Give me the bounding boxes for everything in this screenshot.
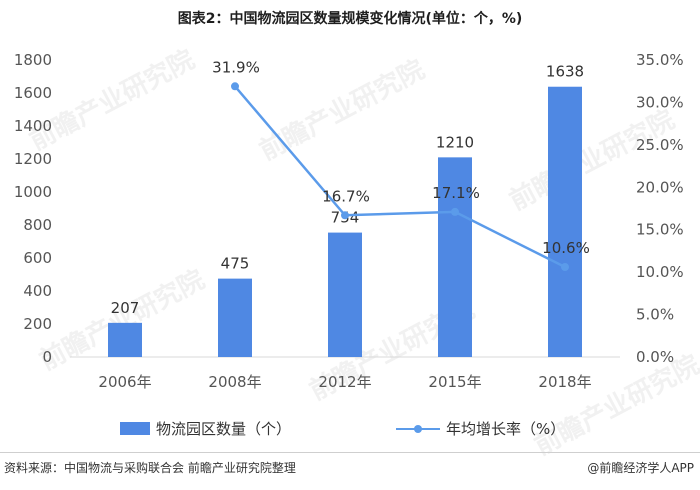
y-left-tick-label: 1200 xyxy=(14,150,52,168)
y-right-tick-label: 20.0% xyxy=(636,178,684,196)
y-right-tick-label: 0.0% xyxy=(636,348,674,366)
chart-legend: 物流园区数量（个） 年均增长率（%） xyxy=(120,418,590,440)
legend-label-line: 年均增长率（%） xyxy=(446,420,566,438)
bar xyxy=(548,86,582,358)
y-right-tick-label: 10.0% xyxy=(636,263,684,281)
y-right-tick-label: 5.0% xyxy=(636,306,674,324)
x-tick-label: 2008年 xyxy=(208,373,261,391)
growth-rate-point xyxy=(561,263,569,272)
growth-rate-point xyxy=(341,211,349,220)
y-left-tick-label: 600 xyxy=(23,249,52,267)
y-left-tick-label: 1000 xyxy=(14,183,52,201)
y-left-tick-label: 400 xyxy=(23,282,52,300)
bar-value-label: 475 xyxy=(221,255,250,273)
source-note: 资料来源：中国物流与采购联合会 前瞻产业研究院整理 xyxy=(4,461,296,475)
chart-title: 图表2：中国物流园区数量规模变化情况(单位：个，%) xyxy=(177,11,523,27)
bar xyxy=(108,322,142,357)
y-right-tick-label: 30.0% xyxy=(636,93,684,111)
growth-rate-label: 16.7% xyxy=(322,187,370,205)
legend-item-bars: 物流园区数量（个） xyxy=(120,418,291,439)
legend-item-line: 年均增长率（%） xyxy=(396,418,565,439)
growth-rate-label: 31.9% xyxy=(212,58,260,76)
y-right-tick-label: 35.0% xyxy=(636,51,684,69)
x-tick-label: 2006年 xyxy=(98,373,151,391)
legend-line-swatch xyxy=(396,422,440,436)
footer-divider xyxy=(0,452,700,453)
legend-bar-swatch xyxy=(120,422,150,435)
bar xyxy=(438,157,472,357)
y-left-tick-label: 1400 xyxy=(14,117,52,135)
y-left-tick-label: 800 xyxy=(23,216,52,234)
bar-value-label: 207 xyxy=(111,299,140,317)
y-left-tick-label: 0 xyxy=(42,348,52,366)
growth-rate-label: 10.6% xyxy=(542,239,590,257)
bar-value-label: 1210 xyxy=(436,133,474,151)
y-right-tick-label: 25.0% xyxy=(636,136,684,154)
legend-label-bars: 物流园区数量（个） xyxy=(156,420,292,438)
bar-value-label: 1638 xyxy=(546,63,584,81)
credit-note: @前瞻经济学人APP xyxy=(587,461,694,475)
y-left-tick-label: 1800 xyxy=(14,51,52,69)
growth-rate-label: 17.1% xyxy=(432,184,480,202)
growth-rate-point xyxy=(231,82,239,91)
growth-rate-point xyxy=(451,207,459,216)
bar xyxy=(218,278,252,357)
growth-rate-line xyxy=(234,85,566,269)
y-left-tick-label: 200 xyxy=(23,315,52,333)
chart-svg: 0 200 400 600 800 1000 1200 1400 1600 1800 0.0% 5.0… xyxy=(14,51,684,391)
bar xyxy=(328,232,362,357)
x-tick-label: 2018年 xyxy=(538,373,591,391)
x-tick-label: 2015年 xyxy=(428,373,481,391)
x-tick-label: 2012年 xyxy=(318,373,371,391)
y-left-tick-label: 1600 xyxy=(14,84,52,102)
y-right-tick-label: 15.0% xyxy=(636,221,684,239)
